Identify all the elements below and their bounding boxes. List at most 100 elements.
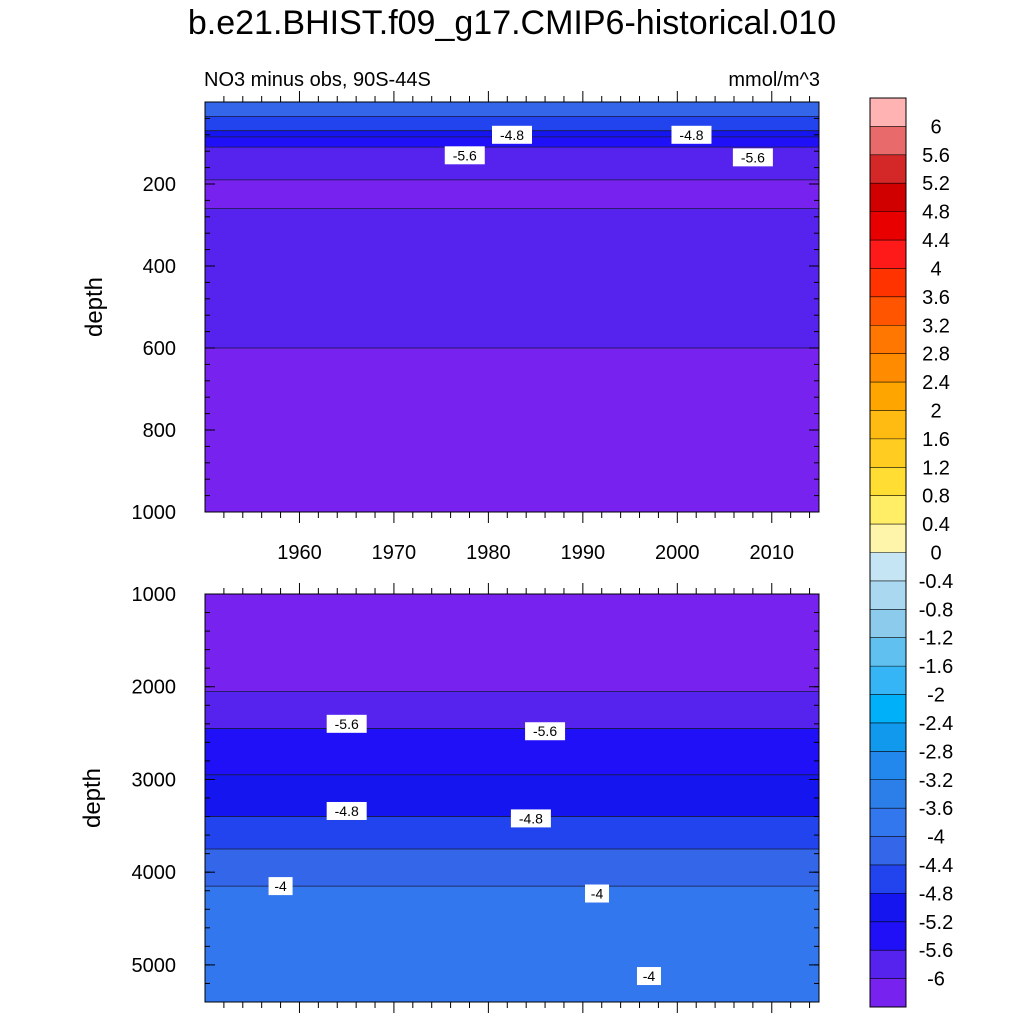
colorbar-swatch-4 xyxy=(870,211,906,241)
top-band-1 xyxy=(205,116,819,131)
bot-contour-label-text-4: -4 xyxy=(274,878,287,894)
colorbar-label-22: -2.8 xyxy=(919,741,953,763)
top-contour-label-text-2: -5.6 xyxy=(453,147,477,163)
colorbar-swatch-7 xyxy=(870,296,906,326)
colorbar-label-10: 2 xyxy=(930,400,941,422)
bottom-contour-fills xyxy=(205,594,819,1002)
bottom-contour-labels: -5.6 -5.6 -4.8 -4.8 -4 -4 -4 xyxy=(268,714,661,986)
top-band-5 xyxy=(205,179,819,209)
top-contour-label-bg-0 xyxy=(492,125,532,144)
colorbar-label-29: -5.6 xyxy=(919,940,953,962)
bot-y-tick-label-2: 3000 xyxy=(132,769,177,791)
colorbar-label-20: -2 xyxy=(927,685,945,707)
colorbar-label-0: 6 xyxy=(930,116,941,138)
top-y-tick-label-1: 400 xyxy=(143,256,176,278)
bottom-x-axis xyxy=(223,583,811,1013)
top-band-4 xyxy=(205,147,819,180)
colorbar-label-9: 2.4 xyxy=(922,372,950,394)
bot-contour-label-bg-2 xyxy=(326,801,367,820)
colorbar-label-7: 3.2 xyxy=(922,315,950,337)
top-band-7 xyxy=(205,348,819,512)
colorbar-label-24: -3.6 xyxy=(919,798,953,820)
colorbar-label-21: -2.4 xyxy=(919,713,953,735)
colorbar-swatch-15 xyxy=(870,524,906,553)
top-contour-label-text-0: -4.8 xyxy=(500,127,524,143)
top-y-axis: 200 400 600 800 1000 xyxy=(132,101,819,524)
bot-band-2 xyxy=(205,728,819,775)
colorbar-swatch-5 xyxy=(870,240,906,269)
bottom-panel: -5.6 -5.6 -4.8 -4.8 -4 -4 -4 1000 2000 3000 4000 5… xyxy=(79,583,820,1013)
bot-contour-label-text-5: -4 xyxy=(591,886,604,902)
colorbar-swatch-19 xyxy=(870,637,906,667)
bot-contour-label-text-6: -4 xyxy=(643,968,656,984)
colorbar-swatch-16 xyxy=(870,552,906,582)
top-x-tick-label-5: 2010 xyxy=(750,542,795,564)
bot-contour-label-text-1: -5.6 xyxy=(533,723,557,739)
colorbar-label-30: -6 xyxy=(927,969,945,991)
colorbar-swatch-23 xyxy=(870,751,906,781)
colorbar-swatch-22 xyxy=(870,722,906,752)
top-subtitle: NO3 minus obs, 90S-44S xyxy=(204,69,431,91)
top-y-tick-label-0: 200 xyxy=(143,174,176,196)
top-contour-label-text-1: -4.8 xyxy=(679,127,703,143)
colorbar-label-23: -3.2 xyxy=(919,770,953,792)
colorbar-swatch-1 xyxy=(870,126,906,156)
colorbar-label-15: 0 xyxy=(930,543,941,565)
bot-contour-label-2: -4.8 xyxy=(326,801,367,820)
colorbar-swatch-12 xyxy=(870,438,906,468)
top-y-tick-label-3: 800 xyxy=(143,420,176,442)
bot-y-tick-label-4: 5000 xyxy=(132,955,177,977)
colorbar-label-27: -4.8 xyxy=(919,883,953,905)
top-band-6 xyxy=(205,208,819,348)
colorbar-label-19: -1.6 xyxy=(919,656,953,678)
bottom-y-axis: 1000 2000 3000 4000 5000 xyxy=(132,584,819,1003)
bot-y-tick-label-1: 2000 xyxy=(132,677,177,699)
bot-band-0 xyxy=(205,594,819,692)
bot-contour-label-4: -4 xyxy=(268,877,293,896)
top-units: mmol/m^3 xyxy=(728,69,820,91)
bot-contour-label-text-0: -5.6 xyxy=(335,716,359,732)
colorbar-frame xyxy=(869,97,907,1008)
colorbar-swatch-11 xyxy=(870,410,906,440)
bot-band-6 xyxy=(205,886,819,1002)
top-y-tick-label-2: 600 xyxy=(143,338,176,360)
bot-contour-label-bg-5 xyxy=(585,884,610,903)
top-contour-label-2: -5.6 xyxy=(444,146,485,165)
top-contour-label-bg-2 xyxy=(444,146,485,165)
colorbar-label-14: 0.4 xyxy=(922,514,950,536)
bot-contour-label-bg-4 xyxy=(268,877,293,896)
colorbar-label-2: 5.2 xyxy=(922,173,950,195)
colorbar-label-3: 4.8 xyxy=(922,202,950,224)
top-x-tick-label-2: 1980 xyxy=(466,542,511,564)
colorbar-swatch-31 xyxy=(870,978,906,1008)
colorbar-swatch-13 xyxy=(870,467,906,496)
colorbar-label-6: 3.6 xyxy=(922,287,950,309)
top-contour-fills xyxy=(205,102,819,512)
colorbar-label-11: 1.6 xyxy=(922,429,950,451)
top-plot-frame xyxy=(204,101,820,513)
colorbar-label-8: 2.8 xyxy=(922,344,950,366)
bot-contour-label-text-2: -4.8 xyxy=(335,803,359,819)
top-contour-label-bg-3 xyxy=(732,148,773,167)
top-contour-label-3: -5.6 xyxy=(732,148,773,167)
bot-contour-label-bg-0 xyxy=(326,714,367,733)
bot-band-5 xyxy=(205,849,819,887)
colorbar: 6 5.6 5.2 4.8 4.4 4 3.6 3.2 2.8 2.4 2 1.6 1.2 0.8 0.4 0… xyxy=(869,97,953,1008)
colorbar-swatch-28 xyxy=(870,893,906,923)
colorbar-label-28: -5.2 xyxy=(919,912,953,934)
colorbar-swatch-2 xyxy=(870,154,906,184)
top-contour-label-0: -4.8 xyxy=(492,125,532,144)
colorbar-label-12: 1.2 xyxy=(922,457,950,479)
top-x-axis: 1960 1970 1980 1990 2000 2010 xyxy=(223,91,811,564)
top-contour-label-1: -4.8 xyxy=(671,125,712,144)
top-contour-labels: -4.8 -4.8 -5.6 -5.6 xyxy=(444,125,773,167)
colorbar-swatch-8 xyxy=(870,325,906,354)
colorbar-label-17: -0.8 xyxy=(919,599,953,621)
colorbar-label-4: 4.4 xyxy=(922,230,950,252)
colorbar-swatch-29 xyxy=(870,921,906,951)
colorbar-label-25: -4 xyxy=(927,827,945,849)
top-x-tick-label-1: 1970 xyxy=(372,542,417,564)
bot-contour-label-text-3: -4.8 xyxy=(519,810,543,826)
colorbar-swatch-30 xyxy=(870,950,906,979)
